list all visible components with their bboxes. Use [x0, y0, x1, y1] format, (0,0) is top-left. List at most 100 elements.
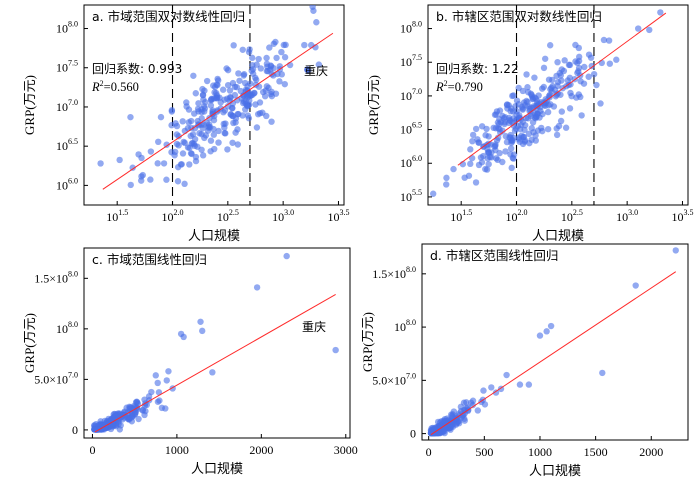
data-point	[478, 159, 486, 166]
data-point	[566, 61, 574, 69]
data-point	[201, 134, 208, 142]
data-point	[226, 87, 234, 94]
data-point	[538, 124, 545, 132]
data-point	[268, 88, 275, 96]
x-tick-label: 1500	[584, 445, 608, 459]
data-point	[575, 44, 582, 52]
data-point	[234, 110, 241, 118]
data-point	[534, 110, 541, 118]
data-point	[177, 161, 185, 168]
data-point	[257, 65, 265, 72]
data-point	[247, 80, 254, 87]
data-point	[529, 119, 537, 126]
data-point	[632, 282, 639, 289]
coef-label: 回归系数: 1.22	[436, 61, 519, 76]
data-point	[199, 327, 206, 335]
x-tick-label: 0	[89, 443, 95, 457]
data-point	[472, 179, 480, 186]
data-point	[518, 132, 525, 139]
data-point	[268, 118, 275, 125]
data-point	[194, 143, 201, 150]
data-point	[524, 98, 531, 106]
data-point	[203, 77, 211, 85]
data-point	[219, 86, 227, 93]
plot-area	[97, 5, 334, 205]
data-point	[430, 190, 437, 197]
data-point	[511, 127, 519, 134]
data-point	[189, 131, 197, 138]
data-point	[283, 252, 290, 260]
data-point	[499, 158, 506, 166]
data-point	[207, 102, 215, 109]
data-point	[512, 102, 519, 110]
data-point	[91, 426, 98, 433]
data-point	[483, 125, 490, 133]
data-point	[546, 42, 554, 49]
data-point	[526, 139, 533, 147]
panel-c: 0 1000 2000 3000 0 5.0×107.0 108.0 1.5×108.0 人口规…	[22, 247, 358, 477]
data-point	[92, 421, 100, 428]
data-point	[463, 399, 470, 406]
data-point	[263, 54, 270, 62]
data-point	[472, 125, 480, 133]
data-point	[252, 101, 259, 108]
data-point	[280, 41, 288, 49]
data-point	[212, 89, 220, 97]
data-point	[502, 148, 509, 155]
data-point	[244, 112, 252, 119]
regression-line	[430, 271, 677, 436]
data-point	[156, 397, 163, 404]
data-point	[197, 318, 204, 325]
data-point	[187, 150, 195, 157]
data-point	[224, 81, 232, 89]
regression-line	[457, 12, 667, 166]
data-point	[474, 407, 481, 414]
data-point	[490, 124, 497, 132]
data-point	[467, 160, 474, 168]
data-point	[474, 136, 481, 143]
data-point	[575, 57, 583, 65]
data-point	[165, 368, 172, 375]
data-point	[492, 389, 500, 396]
data-point	[605, 37, 613, 44]
data-point	[213, 81, 220, 88]
x-axis-label: 人口规模	[188, 229, 240, 244]
panel-title: c. 市域范围线性回归	[92, 252, 207, 267]
data-point	[488, 149, 495, 156]
data-point	[198, 115, 205, 122]
data-point	[593, 81, 600, 89]
data-point	[553, 131, 561, 139]
data-point	[127, 113, 134, 121]
data-point	[207, 137, 215, 144]
data-point	[139, 406, 146, 414]
data-point	[555, 122, 563, 130]
data-point	[179, 118, 186, 125]
data-point	[241, 79, 249, 87]
data-point	[115, 420, 122, 428]
data-point	[527, 110, 535, 117]
y-tick-label: 107.0	[400, 87, 422, 103]
y-tick-label: 106.0	[56, 176, 78, 192]
data-point	[276, 78, 283, 85]
data-point	[173, 122, 181, 130]
data-point	[195, 100, 202, 107]
data-point	[163, 176, 170, 183]
data-point	[575, 64, 583, 72]
data-point	[174, 178, 182, 185]
data-point	[253, 284, 261, 291]
data-point	[168, 122, 175, 129]
data-point	[154, 160, 161, 167]
data-point	[163, 141, 170, 148]
panel-title: d. 市辖区范围线性回归	[430, 248, 558, 263]
y-tick-label: 0	[410, 427, 416, 441]
data-point	[141, 396, 148, 403]
data-point	[545, 102, 552, 109]
data-point	[597, 100, 604, 107]
data-point	[493, 155, 500, 162]
data-point	[549, 76, 556, 84]
data-point	[507, 134, 514, 141]
data-point	[461, 174, 468, 181]
data-point	[467, 146, 474, 153]
plot-frame	[421, 243, 689, 441]
